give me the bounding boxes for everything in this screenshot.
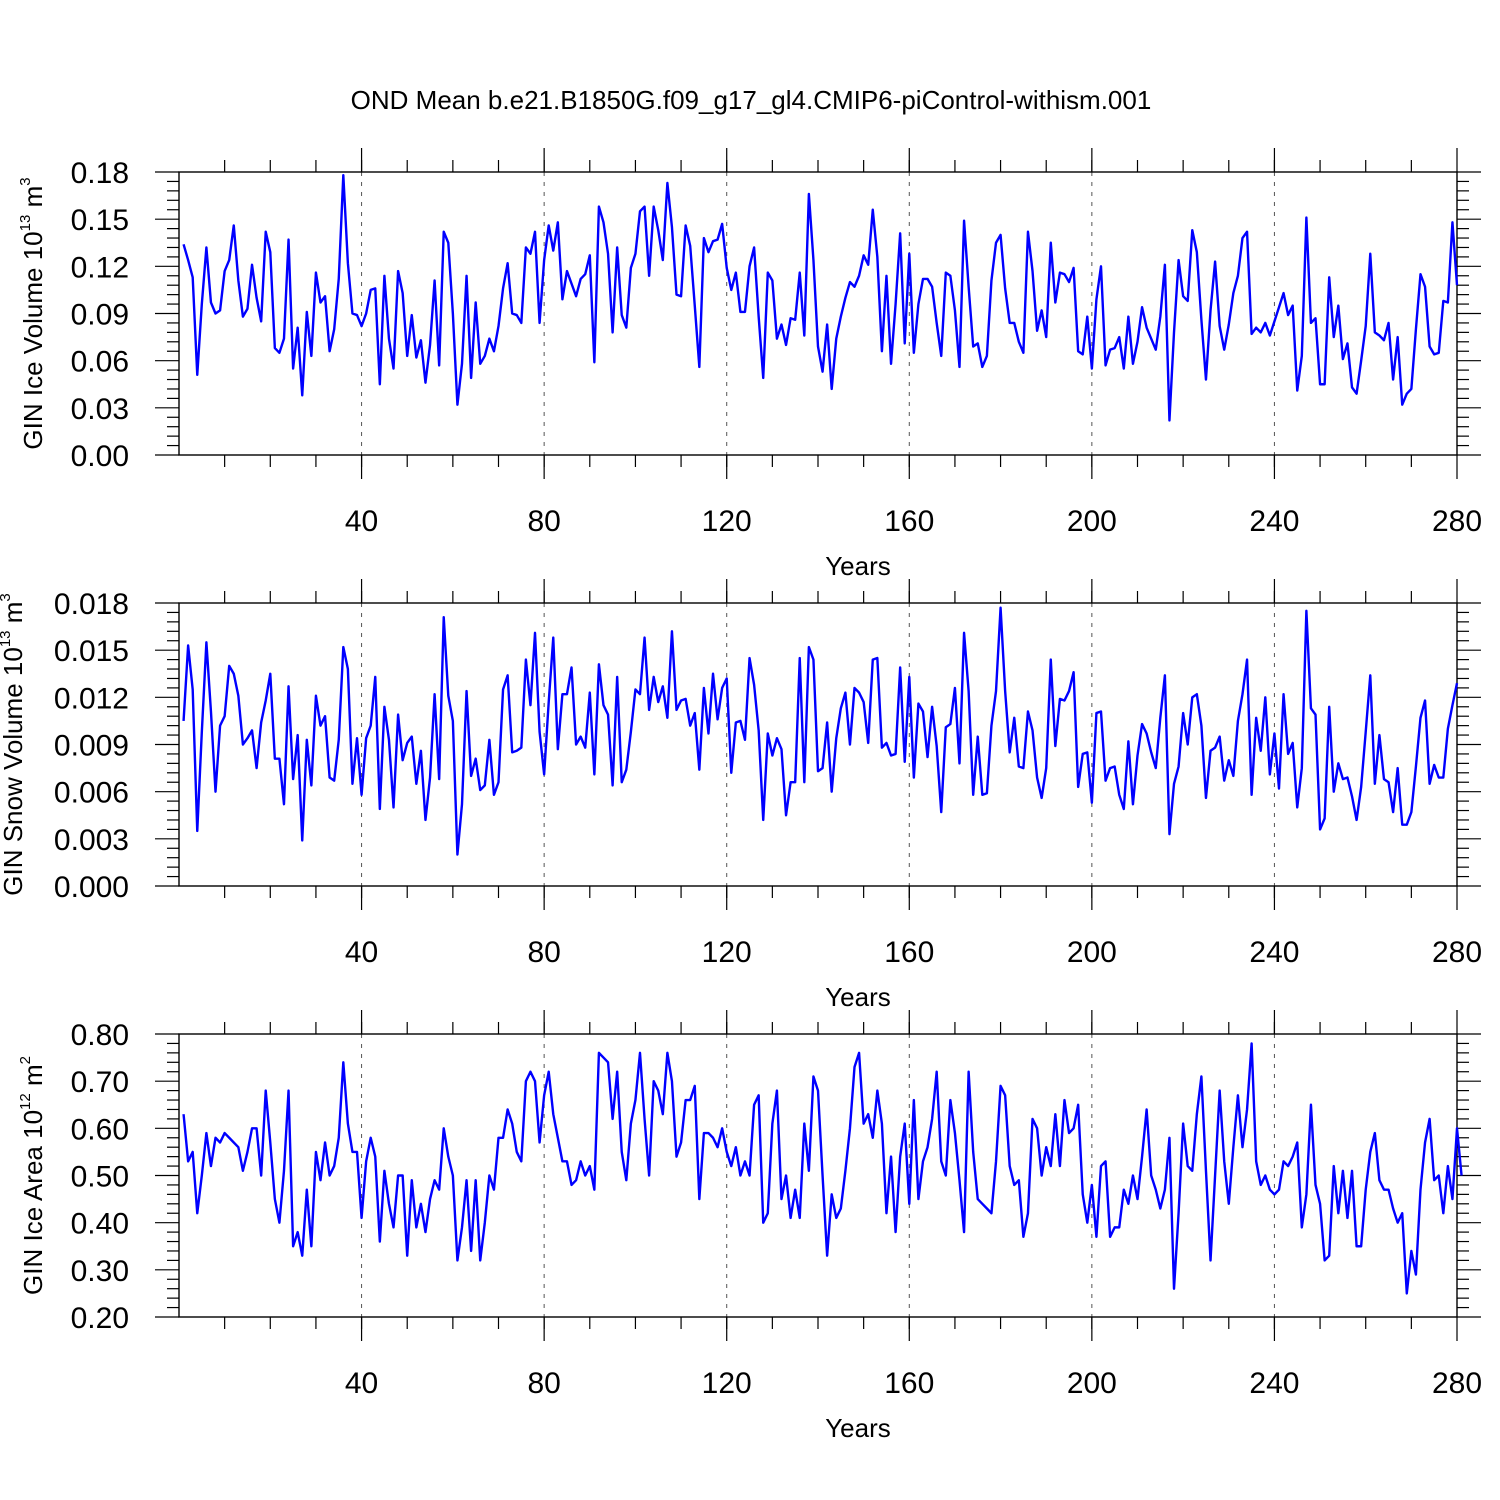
y-tick-label: 0.003 bbox=[54, 824, 129, 857]
x-tick-label: 80 bbox=[527, 505, 560, 538]
x-tick-label: 40 bbox=[345, 1367, 378, 1400]
y-tick-label: 0.000 bbox=[54, 871, 129, 904]
y-tick-label: 0.80 bbox=[71, 1019, 129, 1052]
figure-title: OND Mean b.e21.B1850G.f09_g17_gl4.CMIP6-… bbox=[351, 85, 1152, 115]
y-axis-label-unit: m bbox=[18, 186, 48, 215]
y-tick-label: 0.009 bbox=[54, 730, 129, 763]
x-tick-label: 200 bbox=[1067, 505, 1117, 538]
y-axis-label: GIN Snow Volume 1013 m3 bbox=[0, 593, 28, 896]
x-tick-label: 160 bbox=[884, 936, 934, 969]
y-tick-label: 0.30 bbox=[71, 1255, 129, 1288]
y-tick-label: 0.70 bbox=[71, 1066, 129, 1099]
x-tick-label: 280 bbox=[1432, 505, 1482, 538]
y-axis-label-unit-exp: 2 bbox=[17, 1056, 34, 1064]
y-tick-label: 0.006 bbox=[54, 777, 129, 810]
y-tick-label: 0.15 bbox=[71, 204, 129, 237]
y-tick-label: 0.015 bbox=[54, 635, 129, 668]
y-axis-label: GIN Ice Volume 1013 m3 bbox=[17, 177, 48, 449]
y-axis-label-base: GIN Snow Volume 10 bbox=[0, 647, 28, 896]
y-axis-label-unit: m bbox=[0, 602, 28, 631]
y-axis-label: GIN Ice Area 1012 m2 bbox=[17, 1056, 48, 1295]
panel-1: 40 80 120 160 200 240 280 0.00 0.03 0.06 0.09 0.12 0… bbox=[17, 148, 1482, 581]
x-tick-label: 200 bbox=[1067, 1367, 1117, 1400]
x-tick-label: 240 bbox=[1249, 1367, 1299, 1400]
y-tick-label: 0.50 bbox=[71, 1161, 129, 1194]
y-axis-label-base: GIN Ice Area 10 bbox=[18, 1110, 48, 1295]
x-tick-label: 280 bbox=[1432, 1367, 1482, 1400]
y-axis-label-unit-exp: 3 bbox=[17, 177, 34, 185]
y-tick-label: 0.40 bbox=[71, 1208, 129, 1241]
x-tick-label: 200 bbox=[1067, 936, 1117, 969]
y-tick-label: 0.06 bbox=[71, 346, 129, 379]
y-tick-label: 0.60 bbox=[71, 1113, 129, 1146]
x-tick-label: 80 bbox=[527, 936, 560, 969]
y-axis-label-unit: m bbox=[18, 1064, 48, 1093]
panel-2: 40 80 120 160 200 240 280 0.000 0.003 0.006 0.009 0… bbox=[0, 579, 1482, 1012]
x-axis-label: Years bbox=[825, 1413, 891, 1443]
series-line bbox=[182, 173, 1459, 422]
y-tick-label: 0.00 bbox=[71, 440, 129, 473]
x-tick-label: 120 bbox=[702, 1367, 752, 1400]
x-tick-label: 80 bbox=[527, 1367, 560, 1400]
y-axis-label-exp: 12 bbox=[17, 1093, 34, 1110]
y-axis-label-base: GIN Ice Volume 10 bbox=[18, 231, 48, 449]
x-tick-label: 240 bbox=[1249, 505, 1299, 538]
y-tick-label: 0.018 bbox=[54, 588, 129, 621]
y-tick-label: 0.09 bbox=[71, 299, 129, 332]
y-tick-label: 0.18 bbox=[71, 157, 129, 190]
y-tick-label: 0.03 bbox=[71, 393, 129, 426]
y-tick-label: 0.12 bbox=[71, 251, 129, 284]
series-line bbox=[182, 1042, 1463, 1295]
x-tick-label: 40 bbox=[345, 936, 378, 969]
x-tick-label: 120 bbox=[702, 505, 752, 538]
panel-3: 40 80 120 160 200 240 280 0.20 0.30 0.40 0.50 0.60 0… bbox=[17, 1010, 1482, 1443]
panels: 40 80 120 160 200 240 2800.000.030.060.090.120… bbox=[0, 148, 1482, 1443]
y-tick-label: 0.20 bbox=[71, 1302, 129, 1335]
y-axis-label-unit-exp: 3 bbox=[0, 593, 14, 601]
x-tick-label: 160 bbox=[884, 1367, 934, 1400]
x-tick-label: 40 bbox=[345, 505, 378, 538]
x-tick-label: 160 bbox=[884, 505, 934, 538]
y-tick-label: 0.012 bbox=[54, 682, 129, 715]
x-axis-label: Years bbox=[825, 982, 891, 1012]
plot-frame bbox=[178, 171, 1458, 456]
y-axis-label-exp: 13 bbox=[0, 630, 14, 647]
series-line bbox=[182, 606, 1459, 856]
x-tick-label: 120 bbox=[702, 936, 752, 969]
y-axis-label-exp: 13 bbox=[17, 215, 34, 232]
x-tick-label: 240 bbox=[1249, 936, 1299, 969]
x-tick-label: 280 bbox=[1432, 936, 1482, 969]
x-axis-label: Years bbox=[825, 551, 891, 581]
